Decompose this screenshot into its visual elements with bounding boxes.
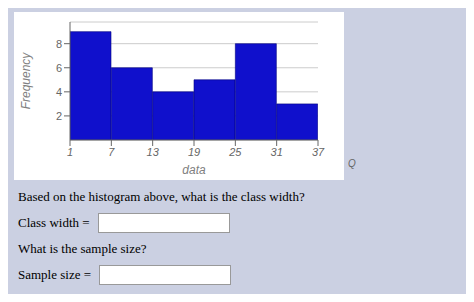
html-text:Based on the histogram above,: Based on the histogram above, what is th… [18, 189, 305, 204]
html-text:Sample size =: Sample size = [18, 267, 91, 282]
svg-text:8: 8 [56, 38, 62, 50]
svg-text:1: 1 [67, 146, 73, 158]
svg-text:data: data [182, 163, 206, 177]
svg-text:Frequency: Frequency [19, 52, 33, 110]
svg-text:37: 37 [312, 146, 325, 158]
html-text:Q: Q [348, 158, 356, 169]
svg-text:4: 4 [56, 86, 62, 98]
svg-text:31: 31 [271, 146, 283, 158]
svg-text:7: 7 [108, 146, 115, 158]
svg-text:25: 25 [228, 146, 242, 158]
svg-text:2: 2 [56, 110, 62, 122]
svg-text:13: 13 [147, 146, 160, 158]
svg-text:19: 19 [188, 146, 200, 158]
html-text:Class width =: Class width = [18, 215, 90, 230]
html-text:What is the sample size?: What is the sample size? [18, 241, 147, 256]
svg-text:6: 6 [56, 62, 62, 74]
